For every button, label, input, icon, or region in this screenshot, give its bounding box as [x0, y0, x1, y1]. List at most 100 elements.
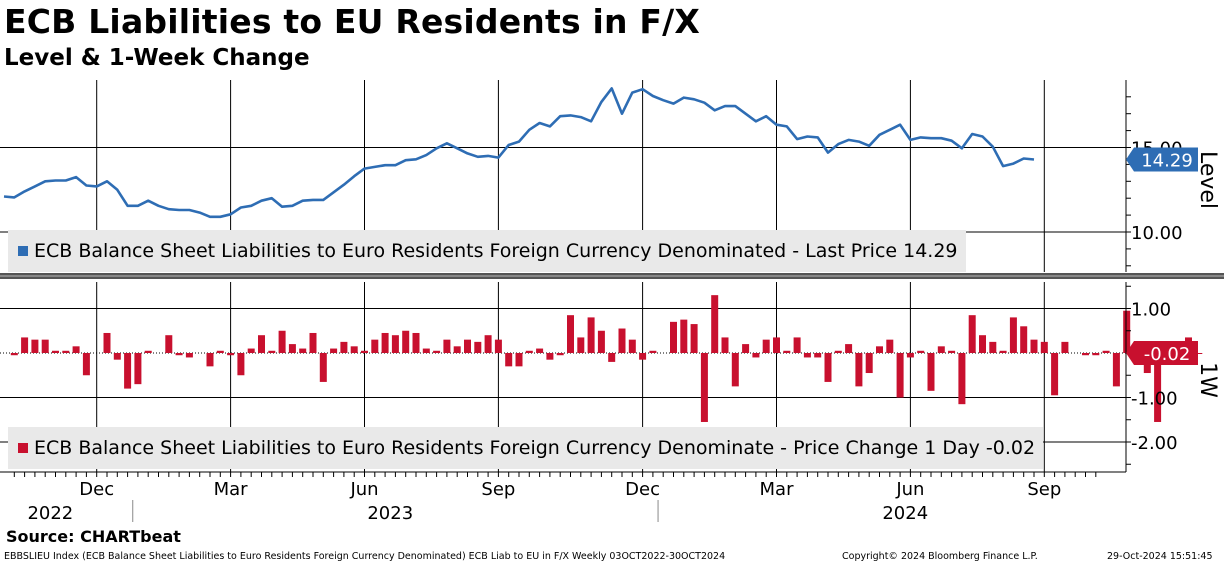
- change-bar: [227, 353, 235, 356]
- change-bar: [814, 353, 822, 358]
- legend-change: ECB Balance Sheet Liabilities to Euro Re…: [8, 427, 1044, 469]
- change-bar: [886, 339, 894, 353]
- change-bar: [175, 353, 183, 356]
- change-bar: [361, 350, 368, 353]
- change-bar: [577, 337, 585, 353]
- change-bar: [587, 317, 595, 353]
- change-bar: [1051, 353, 1059, 396]
- chart-subtitle: Level & 1-Week Change: [4, 45, 310, 71]
- change-bar: [206, 353, 214, 367]
- change-bar: [1195, 353, 1203, 354]
- change-bar: [865, 353, 873, 374]
- change-last-value-tag: [1126, 341, 1198, 365]
- change-bar: [989, 341, 997, 353]
- change-bar: [402, 330, 410, 353]
- change-bar: [690, 324, 698, 353]
- change-bar: [1112, 353, 1120, 387]
- change-bar: [546, 353, 554, 360]
- x-year-label: 2023: [367, 503, 413, 524]
- change-bar: [288, 344, 296, 353]
- change-bar: [494, 339, 502, 353]
- change-bar: [216, 350, 224, 353]
- x-tick-label: Mar: [214, 479, 249, 500]
- legend-level-swatch: [18, 246, 28, 256]
- change-bar: [628, 339, 636, 353]
- x-year-label: 2022: [27, 503, 73, 524]
- change-bar: [165, 335, 173, 353]
- change-last-value-label: -0.02: [1144, 344, 1191, 365]
- change-bar: [1154, 353, 1162, 422]
- change-bar: [783, 350, 791, 353]
- change-bar: [773, 337, 780, 353]
- change-bar: [433, 350, 441, 353]
- change-bar: [1020, 326, 1028, 353]
- change-bar: [1009, 317, 1017, 353]
- change-bar: [278, 330, 286, 353]
- change-bar: [927, 353, 935, 391]
- x-year-label: 2024: [882, 503, 928, 524]
- x-tick-label: Jun: [895, 479, 924, 500]
- change-bar: [371, 339, 379, 353]
- change-bar: [52, 350, 59, 353]
- change-y-tick-label: -1.00: [1131, 389, 1178, 410]
- change-bar: [536, 348, 544, 353]
- change-bar: [721, 337, 729, 353]
- change-bar: [31, 339, 39, 353]
- change-bar: [680, 319, 688, 353]
- level-y-tick-label: 10.00: [1131, 223, 1183, 244]
- chart-title: ECB Liabilities to EU Residents in F/X: [4, 2, 701, 41]
- change-bar: [597, 330, 605, 353]
- change-bar: [803, 353, 811, 358]
- change-bar: [258, 335, 265, 353]
- change-bar: [1030, 339, 1038, 353]
- change-bar: [82, 353, 90, 376]
- change-bar: [185, 353, 193, 358]
- change-bar: [670, 321, 677, 353]
- legend-level-text: ECB Balance Sheet Liabilities to Euro Re…: [34, 240, 958, 262]
- change-bar: [134, 353, 142, 385]
- change-bar: [453, 346, 461, 353]
- change-bar: [556, 353, 564, 356]
- change-bar: [855, 353, 863, 387]
- x-tick-label: Jun: [349, 479, 378, 500]
- change-bar: [1040, 341, 1048, 353]
- change-bar: [41, 339, 49, 353]
- change-bar: [443, 339, 451, 353]
- change-bar: [484, 335, 492, 353]
- change-bar: [1092, 353, 1100, 356]
- change-bar: [567, 315, 574, 353]
- change-bar: [412, 332, 420, 353]
- change-bar: [958, 353, 966, 405]
- change-bar: [639, 353, 647, 360]
- level-series-line: [3, 87, 1035, 219]
- change-bar: [144, 350, 152, 353]
- x-tick-label: Dec: [79, 479, 114, 500]
- change-bar: [21, 337, 29, 353]
- change-bar: [309, 332, 317, 353]
- change-bar: [10, 353, 18, 356]
- change-bar: [834, 350, 842, 353]
- change-bar: [103, 332, 111, 353]
- change-bar: [340, 341, 348, 353]
- change-bar: [700, 353, 708, 422]
- change-bar: [474, 341, 482, 353]
- x-tick-label: Mar: [760, 479, 795, 500]
- level-last-value-label: 14.29: [1141, 150, 1193, 171]
- change-bar: [1082, 353, 1089, 356]
- change-bar: [937, 346, 945, 353]
- change-bar: [62, 350, 70, 353]
- change-bar: [896, 353, 904, 398]
- footer-ticker: EBBSLIEU Index (ECB Balance Sheet Liabil…: [4, 551, 726, 562]
- change-bar: [618, 328, 626, 353]
- change-bar: [752, 353, 760, 358]
- change-bar: [299, 348, 307, 353]
- footer-copyright: Copyright© 2024 Bloomberg Finance L.P.: [842, 551, 1038, 562]
- change-bar: [979, 335, 986, 353]
- legend-level: ECB Balance Sheet Liabilities to Euro Re…: [8, 230, 966, 272]
- change-bar: [319, 353, 327, 382]
- change-bar: [917, 350, 925, 353]
- change-bar: [391, 335, 399, 353]
- change-bar: [906, 353, 914, 358]
- change-bar: [124, 353, 132, 389]
- change-bar: [948, 350, 956, 353]
